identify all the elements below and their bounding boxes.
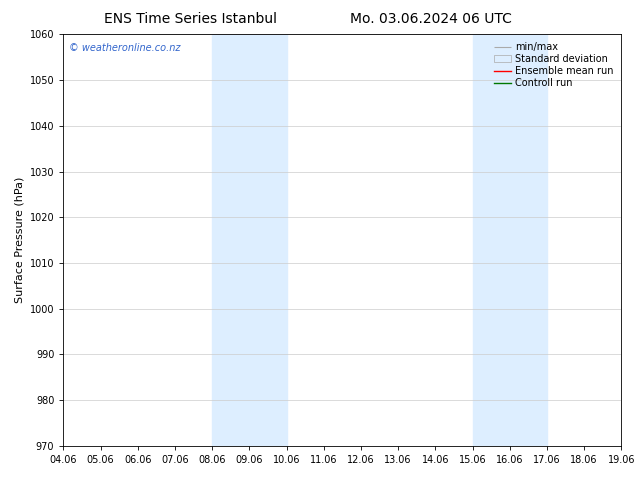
Text: © weatheronline.co.nz: © weatheronline.co.nz (69, 43, 181, 52)
Y-axis label: Surface Pressure (hPa): Surface Pressure (hPa) (14, 177, 24, 303)
Legend: min/max, Standard deviation, Ensemble mean run, Controll run: min/max, Standard deviation, Ensemble me… (491, 39, 616, 91)
Bar (212, 34, 287, 446)
Text: Mo. 03.06.2024 06 UTC: Mo. 03.06.2024 06 UTC (350, 12, 512, 26)
Bar (472, 34, 547, 446)
Text: ENS Time Series Istanbul: ENS Time Series Istanbul (104, 12, 276, 26)
